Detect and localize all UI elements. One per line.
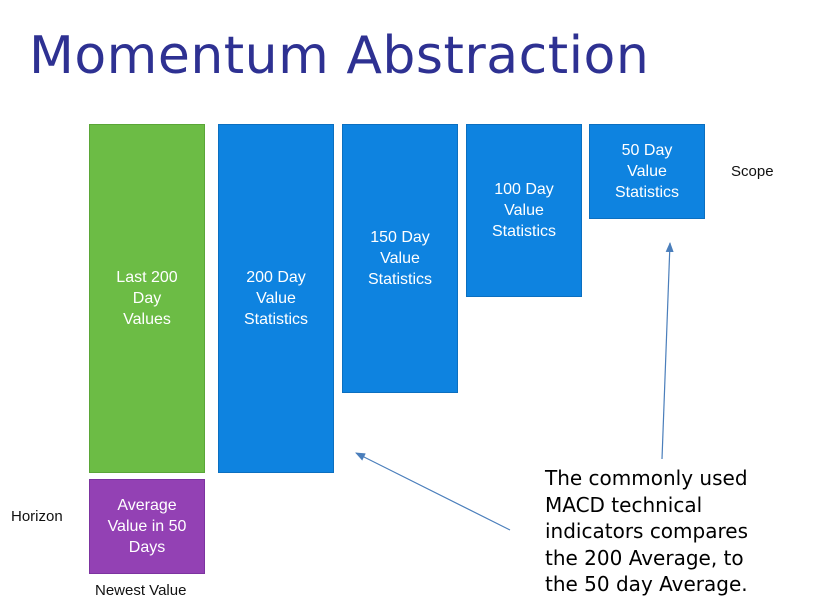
scope-label: Scope bbox=[731, 163, 774, 180]
150-day-statistics-box: 150 Day Value Statistics bbox=[342, 124, 458, 393]
arrow-to-50-day bbox=[661, 242, 674, 460]
horizon-label: Horizon bbox=[11, 508, 63, 525]
newest-value-label: Newest Value bbox=[95, 582, 187, 599]
last-200-day-values-box: Last 200 Day Values bbox=[89, 124, 205, 473]
macd-note: The commonly used MACD technical indicat… bbox=[545, 466, 748, 596]
200-day-statistics-box: 200 Day Value Statistics bbox=[218, 124, 334, 473]
average-value-50-days-box: Average Value in 50 Days bbox=[89, 479, 205, 574]
50-day-statistics-box: 50 Day Value Statistics bbox=[589, 124, 705, 219]
page-title: Momentum Abstraction bbox=[29, 26, 650, 86]
100-day-statistics-box: 100 Day Value Statistics bbox=[466, 124, 582, 297]
arrow-to-200-day bbox=[355, 452, 511, 531]
